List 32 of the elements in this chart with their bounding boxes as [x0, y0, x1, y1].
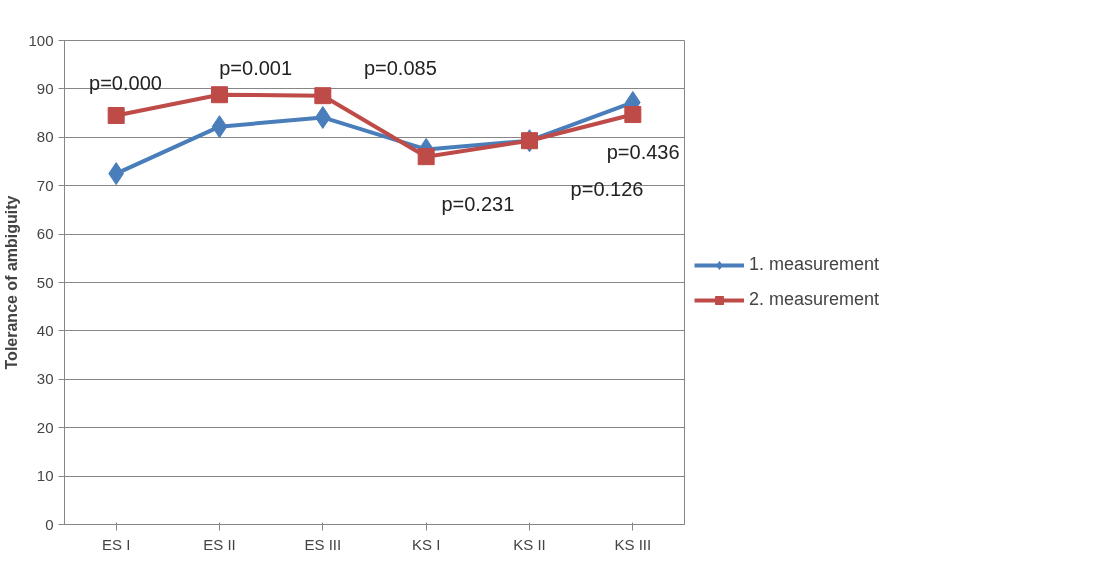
annotation: p=0.001: [219, 56, 293, 79]
y-tick-label: 80: [36, 128, 54, 146]
x-tick-label: ES II: [203, 535, 236, 553]
annotation: p=0.126: [570, 177, 644, 200]
y-tick-label: 30: [36, 370, 54, 388]
point: [211, 86, 228, 104]
y-axis-title: Tolerance of ambiguity: [3, 195, 21, 370]
x-tick-label: KS III: [614, 535, 652, 553]
legend-label: 2. measurement: [749, 289, 880, 310]
x-tick-label: KS I: [411, 535, 441, 553]
legend-label: 1. measurement: [749, 254, 880, 275]
annotation: p=0.000: [89, 71, 162, 94]
y-tick-label: 20: [36, 418, 54, 436]
y-tick-label: 70: [36, 176, 54, 194]
y-tick-label: 40: [36, 321, 54, 339]
point: [417, 148, 435, 166]
y-tick-label: 0: [45, 515, 54, 533]
y-tick-label: 60: [36, 225, 54, 243]
y-tick-label: 50: [36, 273, 54, 291]
point: [211, 115, 228, 139]
x-tick-label: ES III: [304, 535, 342, 553]
y-tick-label: 90: [36, 79, 54, 97]
x-tick-label: KS II: [513, 535, 546, 553]
point: [314, 87, 332, 105]
y-tick-label: 10: [36, 467, 54, 485]
annotation: p=0.436: [606, 140, 680, 163]
point: [624, 106, 642, 124]
y-tick-label: 100: [28, 31, 54, 49]
annotation: p=0.231: [441, 192, 515, 215]
annotation: p=0.085: [363, 56, 437, 79]
x-tick-label: ES I: [101, 535, 131, 553]
point: [107, 107, 125, 125]
